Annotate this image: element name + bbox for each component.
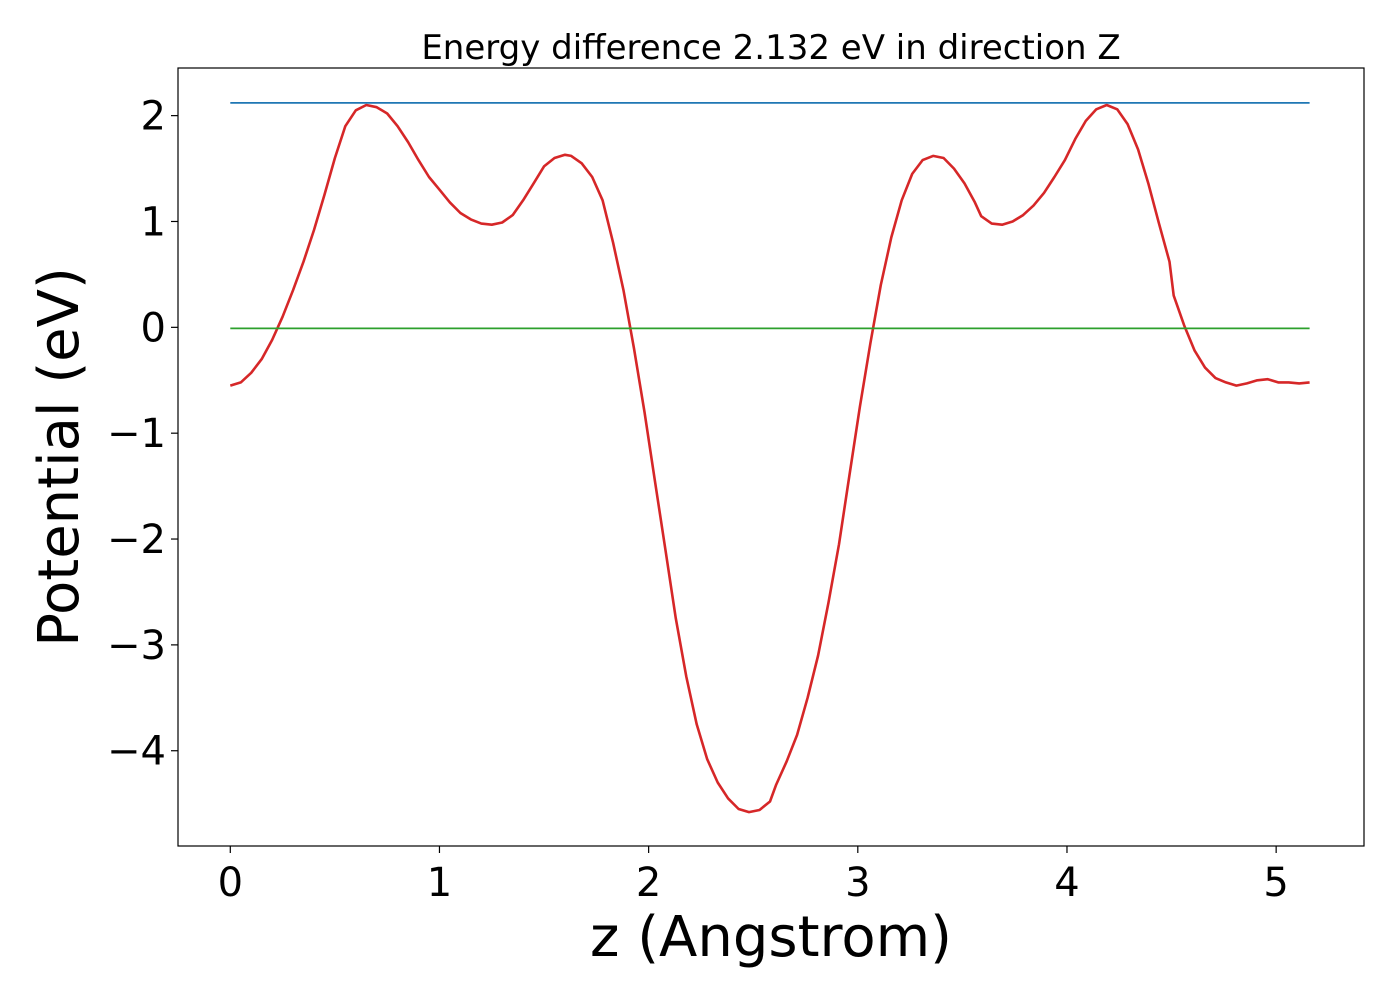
x-tick-label: 3 [845,860,870,906]
y-tick-label: −1 [107,411,166,457]
y-tick-label: −4 [107,729,166,775]
y-axis-label: Potential (eV) [27,267,92,647]
y-tick-label: −2 [107,517,166,563]
y-tick-label: 1 [141,199,166,245]
x-axis-label: z (Angstrom) [590,905,952,970]
y-axis-ticks: −4 −3 −2 −1 0 1 2 [107,94,178,775]
x-axis-ticks: 0 1 2 3 4 5 [218,846,1289,906]
series-line-0 [229,103,1310,814]
x-tick-label: 2 [636,860,661,906]
plot-frame [177,67,1365,847]
y-tick-label: −3 [107,623,166,669]
y-tick-label: 0 [141,305,166,351]
chart-title: Energy difference 2.132 eV in direction … [421,28,1120,68]
x-tick-label: 4 [1054,860,1079,906]
y-tick-label: 2 [141,94,166,140]
x-tick-label: 1 [427,860,452,906]
x-tick-label: 0 [218,860,243,906]
x-tick-label: 5 [1263,860,1288,906]
series-layer [229,102,1310,814]
